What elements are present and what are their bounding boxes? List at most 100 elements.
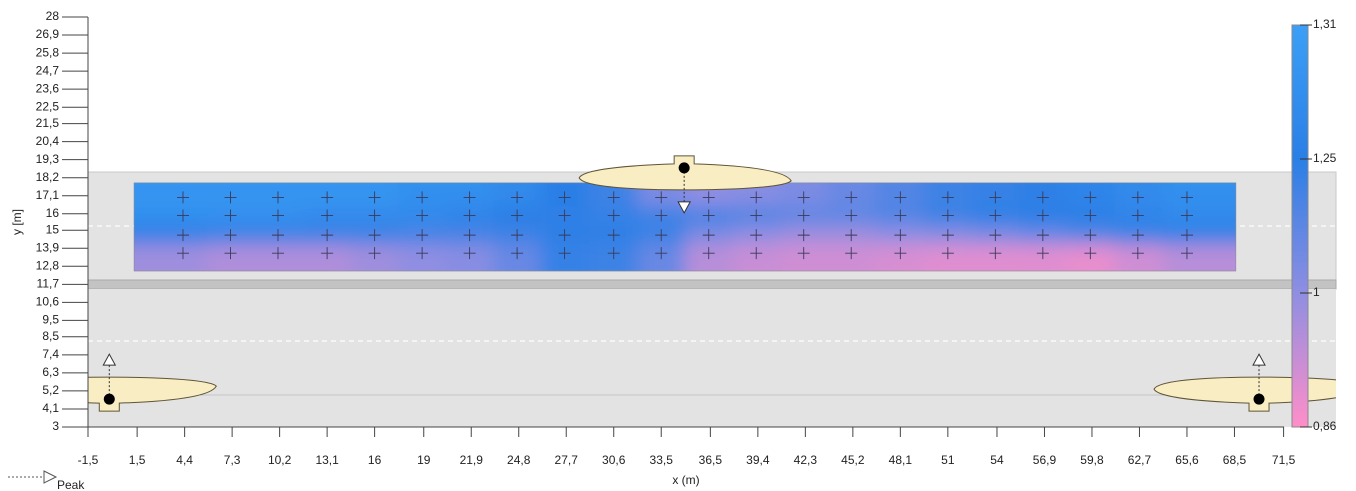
y-tick-label: 26,9 [36, 27, 60, 41]
luminaire [1153, 353, 1336, 412]
heat-cell [1114, 244, 1163, 272]
grid-point [1131, 191, 1144, 204]
grid-point [607, 191, 620, 204]
legend: Peak [8, 470, 85, 491]
x-tick-label: 30,6 [602, 453, 626, 467]
heatmap [133, 182, 1237, 272]
grid-point [797, 191, 810, 204]
y-tick-label: 10,6 [36, 295, 60, 309]
grid-point [750, 209, 763, 222]
heat-cell [254, 244, 304, 272]
legend-label: Peak [57, 478, 85, 491]
y-tick-label: 11,7 [37, 276, 60, 290]
x-tick-label: 45,2 [841, 453, 865, 467]
grid-point [176, 209, 189, 222]
grid-point [271, 229, 284, 242]
grid-point [941, 229, 954, 242]
y-axis-label: y [m] [10, 209, 24, 235]
grid-point [321, 247, 334, 260]
heat-cell [1162, 244, 1237, 272]
y-tick-label: 23,6 [36, 81, 60, 95]
grid-point [321, 191, 334, 204]
grid-point [558, 191, 571, 204]
x-tick-label: 10,2 [268, 453, 292, 467]
grid-point [271, 209, 284, 222]
grid-point [271, 191, 284, 204]
grid-point [750, 191, 763, 204]
x-tick-label: 7,3 [224, 453, 241, 467]
y-tick-label: 19,3 [36, 152, 60, 166]
x-tick-label: 4,4 [176, 453, 193, 467]
y-tick-label: 22,5 [36, 99, 60, 113]
grid-point [416, 209, 429, 222]
x-tick-label: 71,5 [1272, 453, 1296, 467]
luminaire-point [678, 162, 690, 174]
grid-point [1084, 191, 1097, 204]
peak-arrowhead [677, 201, 691, 214]
grid-point [1036, 209, 1049, 222]
x-tick-label: 65,6 [1175, 453, 1199, 467]
x-tick-label: 62,7 [1128, 453, 1152, 467]
y-tick-label: 20,4 [36, 134, 60, 148]
grid-point [1036, 229, 1049, 242]
x-axis-label: x (m) [672, 473, 699, 487]
y-tick-label: 12,8 [36, 258, 60, 272]
grid-point [271, 247, 284, 260]
grid-point [463, 247, 476, 260]
grid-point [750, 229, 763, 242]
grid-point [368, 191, 381, 204]
heat-cell [254, 182, 304, 207]
grid-point [224, 229, 237, 242]
grid-point [607, 229, 620, 242]
y-tick-label: 25,8 [36, 45, 60, 59]
grid-point [845, 229, 858, 242]
y-tick-label: 5,2 [42, 383, 59, 397]
grid-point [655, 191, 668, 204]
grid-point [989, 209, 1002, 222]
y-tick-label: 16 [46, 206, 60, 220]
grid-point [1084, 247, 1097, 260]
grid-point [224, 209, 237, 222]
luminaire-point [103, 393, 115, 405]
grid-point [797, 209, 810, 222]
colorbar-tick-label: 1,31 [1313, 17, 1337, 31]
y-tick-label: 15 [46, 222, 60, 236]
grid-point [702, 191, 715, 204]
grid-point [1180, 229, 1193, 242]
grid-point [176, 247, 189, 260]
grid-point [845, 247, 858, 260]
grid-point [416, 247, 429, 260]
x-tick-label: 56,9 [1033, 453, 1057, 467]
grid-point [368, 247, 381, 260]
grid-point [894, 229, 907, 242]
y-tick-label: 4,1 [42, 401, 59, 415]
grid-point [797, 247, 810, 260]
y-tick-label: 24,7 [36, 63, 60, 77]
y-tick-label: 13,9 [36, 240, 60, 254]
heat-cell [540, 244, 590, 272]
y-tick-label: 18,2 [36, 170, 60, 184]
axes: -1,5 1,5 4,4 7,3 10,2 13,1 16 19 21,9 24,8 27,7 30,… [36, 9, 1296, 467]
grid-point [558, 209, 571, 222]
grid-point [894, 247, 907, 260]
x-tick-label: 21,9 [460, 453, 484, 467]
x-tick-label: 24,8 [507, 453, 531, 467]
x-tick-label: 36,5 [699, 453, 723, 467]
luminaires [88, 155, 1336, 412]
colorbar-tick-label: 1 [1313, 285, 1320, 299]
grid-point [558, 247, 571, 260]
grid-point [511, 191, 524, 204]
y-tick-label: 17,1 [36, 188, 60, 202]
grid-point [558, 229, 571, 242]
grid-point [224, 247, 237, 260]
grid-point [1131, 209, 1144, 222]
grid-point [321, 209, 334, 222]
peak-arrowhead [102, 353, 117, 366]
grid-point [1180, 247, 1193, 260]
y-tick-label: 7,4 [42, 347, 59, 361]
heat-cell [133, 206, 208, 226]
y-tick-label: 6,3 [42, 365, 59, 379]
luminaire-footprint [1153, 376, 1336, 412]
grid-point [176, 191, 189, 204]
